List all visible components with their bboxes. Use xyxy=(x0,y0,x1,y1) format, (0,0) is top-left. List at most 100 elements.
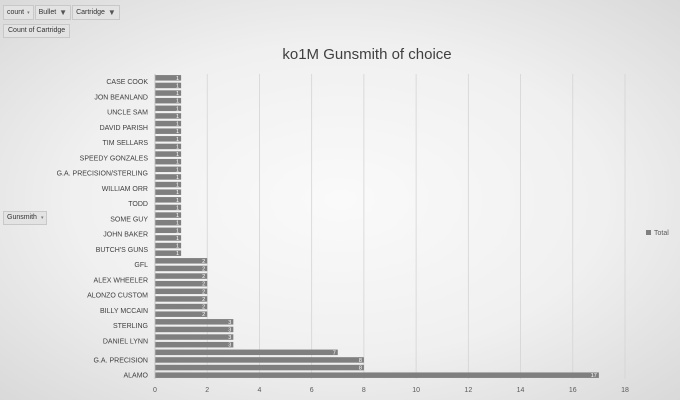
bar xyxy=(155,250,182,256)
bar xyxy=(155,349,338,356)
legend-label: Total xyxy=(654,230,669,237)
bar xyxy=(155,242,182,249)
bar xyxy=(155,166,182,173)
legend-swatch xyxy=(646,230,651,235)
bar xyxy=(155,303,208,310)
x-tick-label: 6 xyxy=(310,387,314,394)
bar-data-label: 1 xyxy=(176,76,179,82)
bar-data-label: 1 xyxy=(176,183,179,189)
x-tick-label: 4 xyxy=(257,387,261,394)
bar xyxy=(155,90,182,96)
bar-data-label: 1 xyxy=(176,221,179,227)
bar-data-label: 1 xyxy=(176,106,179,112)
category-label: JON BEANLAND xyxy=(94,94,148,101)
category-label: G.A. PRECISION/STERLING xyxy=(57,171,148,178)
value-field-button[interactable]: Count of Cartridge xyxy=(3,24,71,38)
bar-data-label: 1 xyxy=(176,129,179,135)
filter-label: Bullet xyxy=(38,9,57,16)
report-filter-bar: count ▾ Bullet ▼ Cartridge ▼ xyxy=(3,5,121,20)
x-tick-label: 10 xyxy=(412,387,420,394)
bar xyxy=(155,105,182,112)
bar-data-label: 2 xyxy=(202,305,205,311)
bar-data-label: 8 xyxy=(359,358,362,364)
category-label: GFL xyxy=(134,262,148,269)
bar-data-label: 2 xyxy=(202,259,205,265)
bar-data-label: 1 xyxy=(176,190,179,196)
bar-data-label: 1 xyxy=(176,175,179,181)
bar-data-label: 1 xyxy=(176,99,179,105)
bar xyxy=(155,82,182,89)
bar-data-label: 1 xyxy=(176,228,179,234)
bar-data-label: 1 xyxy=(176,205,179,211)
bar-data-label: 3 xyxy=(228,320,231,326)
bar-data-label: 3 xyxy=(228,343,231,349)
bar xyxy=(155,204,182,211)
bar-data-label: 1 xyxy=(176,114,179,120)
bar xyxy=(155,273,208,279)
category-label: SPEEDY GONZALES xyxy=(80,155,149,162)
bar-data-label: 2 xyxy=(202,274,205,280)
bar-data-label: 2 xyxy=(202,297,205,303)
dropdown-arrow-icon[interactable]: ▾ xyxy=(40,215,44,221)
bar-data-label: 1 xyxy=(176,122,179,128)
bar xyxy=(155,296,208,302)
bar xyxy=(155,219,182,226)
bar-data-label: 1 xyxy=(176,91,179,97)
filter-field-count[interactable]: count ▾ xyxy=(3,5,34,20)
bar-data-label: 1 xyxy=(176,144,179,150)
category-label: BUTCH'S GUNS xyxy=(96,247,149,254)
x-tick-label: 18 xyxy=(621,387,629,394)
bar xyxy=(155,364,364,371)
x-tick-label: 2 xyxy=(205,387,209,394)
category-label: ALONZO CUSTOM xyxy=(87,293,148,300)
bar xyxy=(155,288,208,295)
bar xyxy=(155,341,234,348)
filter-funnel-icon[interactable]: ▼ xyxy=(59,7,68,17)
bar xyxy=(155,181,182,188)
bar xyxy=(155,174,182,180)
bar xyxy=(155,189,182,195)
bar xyxy=(155,258,208,264)
bar-data-label: 1 xyxy=(176,83,179,89)
row-field-button[interactable]: Gunsmith ▾ xyxy=(3,211,48,225)
category-label: ALAMO xyxy=(123,373,148,380)
category-label: DAVID PARISH xyxy=(100,125,148,132)
bar xyxy=(155,143,182,150)
category-label: BILLY MCCAIN xyxy=(100,308,148,315)
bar-data-label: 1 xyxy=(176,251,179,257)
bar xyxy=(155,334,234,340)
bar-data-label: 2 xyxy=(202,289,205,295)
bar-data-label: 2 xyxy=(202,312,205,318)
bar xyxy=(155,357,364,363)
bar-data-label: 1 xyxy=(176,213,179,219)
row-field-label: Gunsmith xyxy=(7,214,37,221)
bar-data-label: 17 xyxy=(591,373,597,379)
bar-data-label: 1 xyxy=(176,137,179,143)
filter-label: Cartridge xyxy=(76,9,105,16)
filter-field-cartridge[interactable]: Cartridge ▼ xyxy=(72,5,120,20)
category-label: CASE COOK xyxy=(106,79,148,86)
bar xyxy=(155,151,182,157)
bar-data-label: 1 xyxy=(176,152,179,158)
category-label: UNCLE SAM xyxy=(107,110,148,117)
category-label: G.A. PRECISION xyxy=(94,357,148,364)
bar xyxy=(155,75,182,81)
filter-funnel-icon[interactable]: ▼ xyxy=(107,7,116,17)
dropdown-arrow-icon[interactable]: ▾ xyxy=(27,9,30,16)
filter-field-bullet[interactable]: Bullet ▼ xyxy=(34,5,72,20)
bar xyxy=(155,372,599,378)
bar xyxy=(155,197,182,203)
bar xyxy=(155,280,208,287)
category-label: SOME GUY xyxy=(110,216,148,223)
bar-data-label: 1 xyxy=(176,160,179,166)
bar xyxy=(155,120,182,127)
bar xyxy=(155,128,182,134)
bar-data-label: 3 xyxy=(228,327,231,333)
bar-data-label: 1 xyxy=(176,244,179,250)
bar-data-label: 1 xyxy=(176,198,179,204)
category-label: TIM SELLARS xyxy=(102,140,148,147)
bar-data-label: 2 xyxy=(202,282,205,288)
category-label: WILLIAM ORR xyxy=(102,186,148,193)
bar xyxy=(155,235,182,241)
x-tick-label: 8 xyxy=(362,387,366,394)
